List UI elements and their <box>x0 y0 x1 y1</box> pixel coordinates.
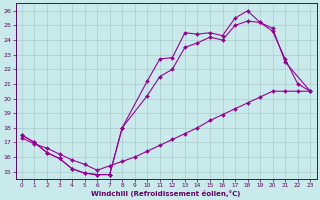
X-axis label: Windchill (Refroidissement éolien,°C): Windchill (Refroidissement éolien,°C) <box>92 190 241 197</box>
